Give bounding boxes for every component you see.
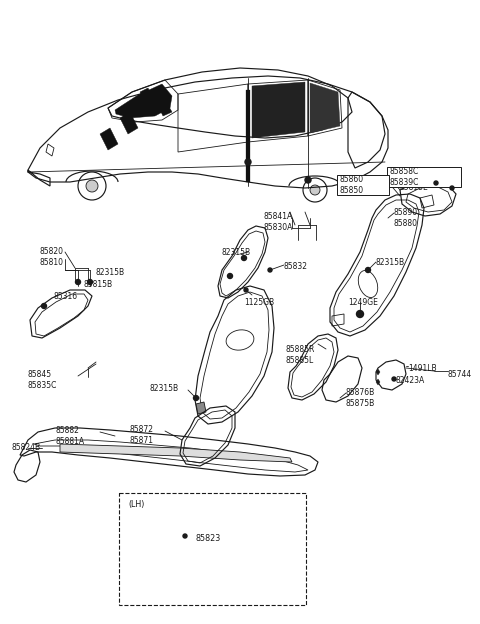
Circle shape: [268, 268, 272, 272]
Text: 82423A: 82423A: [396, 376, 425, 385]
Circle shape: [450, 186, 454, 190]
Text: 82315B: 82315B: [376, 258, 405, 267]
Circle shape: [241, 255, 247, 260]
Circle shape: [193, 396, 199, 401]
Text: 85872
85871: 85872 85871: [130, 425, 154, 446]
FancyBboxPatch shape: [337, 175, 389, 195]
Text: 85815B: 85815B: [84, 280, 113, 289]
Text: 85823: 85823: [195, 534, 220, 543]
Circle shape: [310, 185, 320, 195]
FancyBboxPatch shape: [119, 493, 306, 605]
Text: 85860
85850: 85860 85850: [340, 175, 364, 195]
Circle shape: [303, 178, 327, 202]
Text: 1249GE: 1249GE: [348, 298, 378, 307]
Text: 82315B: 82315B: [95, 268, 124, 277]
Text: 82315B: 82315B: [222, 248, 251, 257]
Text: 85841A
85830A: 85841A 85830A: [264, 212, 293, 233]
Text: 85820
85810: 85820 85810: [40, 247, 64, 268]
Text: 85824B: 85824B: [12, 443, 41, 452]
Polygon shape: [246, 90, 250, 182]
Circle shape: [305, 177, 311, 183]
Polygon shape: [115, 84, 172, 118]
Text: 82315B: 82315B: [150, 384, 179, 393]
Text: 85316: 85316: [54, 292, 78, 301]
Polygon shape: [310, 83, 340, 133]
Text: 85890
85880: 85890 85880: [394, 208, 418, 228]
Polygon shape: [376, 369, 380, 375]
Text: 85885R
85885L: 85885R 85885L: [286, 345, 315, 366]
Circle shape: [245, 159, 251, 165]
Polygon shape: [157, 100, 172, 116]
Text: 85832: 85832: [284, 262, 308, 271]
Text: 85845
85835C: 85845 85835C: [28, 370, 58, 391]
Text: 85744: 85744: [448, 370, 472, 379]
Circle shape: [86, 180, 98, 192]
Text: 85882
85881A: 85882 85881A: [56, 426, 85, 446]
Circle shape: [357, 311, 363, 318]
FancyBboxPatch shape: [387, 167, 461, 187]
Text: 1491LB: 1491LB: [408, 364, 437, 373]
Circle shape: [365, 268, 371, 273]
Polygon shape: [140, 88, 154, 104]
Text: (LH): (LH): [128, 500, 144, 509]
Text: 1125GB: 1125GB: [244, 298, 274, 307]
Text: 85815E: 85815E: [400, 183, 429, 192]
Circle shape: [87, 280, 93, 285]
Polygon shape: [100, 128, 118, 150]
Circle shape: [392, 377, 396, 381]
Text: 85858C
85839C: 85858C 85839C: [390, 167, 420, 187]
Polygon shape: [120, 112, 138, 134]
Circle shape: [244, 288, 248, 292]
Polygon shape: [196, 402, 206, 414]
Circle shape: [434, 181, 438, 185]
Circle shape: [41, 303, 47, 308]
Text: 85876B
85875B: 85876B 85875B: [346, 388, 375, 409]
Circle shape: [228, 273, 232, 278]
Circle shape: [75, 280, 81, 285]
Circle shape: [183, 534, 187, 538]
Polygon shape: [252, 82, 305, 138]
Polygon shape: [376, 379, 380, 385]
Circle shape: [78, 172, 106, 200]
Polygon shape: [60, 444, 292, 462]
